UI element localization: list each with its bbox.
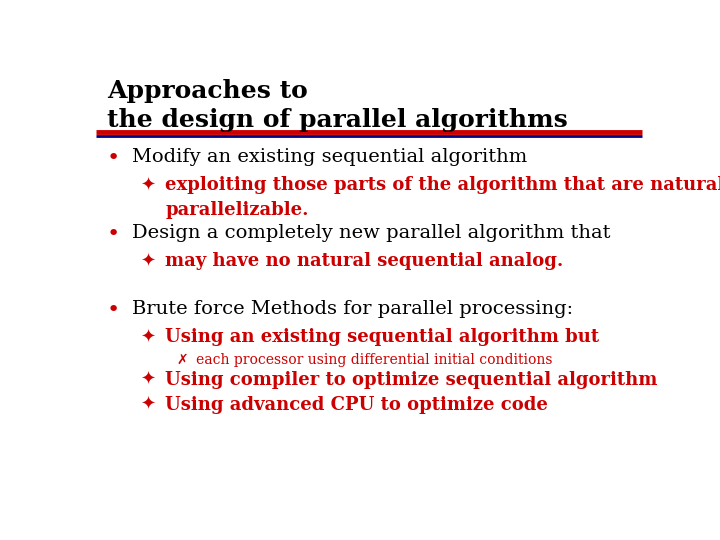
Text: Modify an existing sequential algorithm: Modify an existing sequential algorithm [132, 148, 527, 166]
Text: ✦: ✦ [140, 328, 156, 347]
Text: parallelizable.: parallelizable. [166, 201, 309, 219]
Text: each processor using differential initial conditions: each processor using differential initia… [196, 353, 552, 367]
Text: Using compiler to optimize sequential algorithm: Using compiler to optimize sequential al… [166, 371, 657, 389]
Text: •: • [107, 148, 120, 168]
Text: ✦: ✦ [140, 252, 156, 271]
Text: Using advanced CPU to optimize code: Using advanced CPU to optimize code [166, 396, 548, 414]
Text: exploiting those parts of the algorithm that are naturally: exploiting those parts of the algorithm … [166, 176, 720, 194]
Text: Brute force Methods for parallel processing:: Brute force Methods for parallel process… [132, 300, 573, 318]
Text: ✦: ✦ [140, 371, 156, 389]
Text: ✦: ✦ [140, 176, 156, 194]
Text: •: • [107, 300, 120, 320]
Text: Using an existing sequential algorithm but: Using an existing sequential algorithm b… [166, 328, 600, 347]
Text: •: • [107, 224, 120, 244]
Text: the design of parallel algorithms: the design of parallel algorithms [107, 109, 567, 132]
Text: Approaches to: Approaches to [107, 79, 307, 103]
Text: Design a completely new parallel algorithm that: Design a completely new parallel algorit… [132, 224, 611, 242]
Text: may have no natural sequential analog.: may have no natural sequential analog. [166, 252, 564, 271]
Text: ✦: ✦ [140, 396, 156, 414]
Text: ✗: ✗ [176, 353, 188, 367]
